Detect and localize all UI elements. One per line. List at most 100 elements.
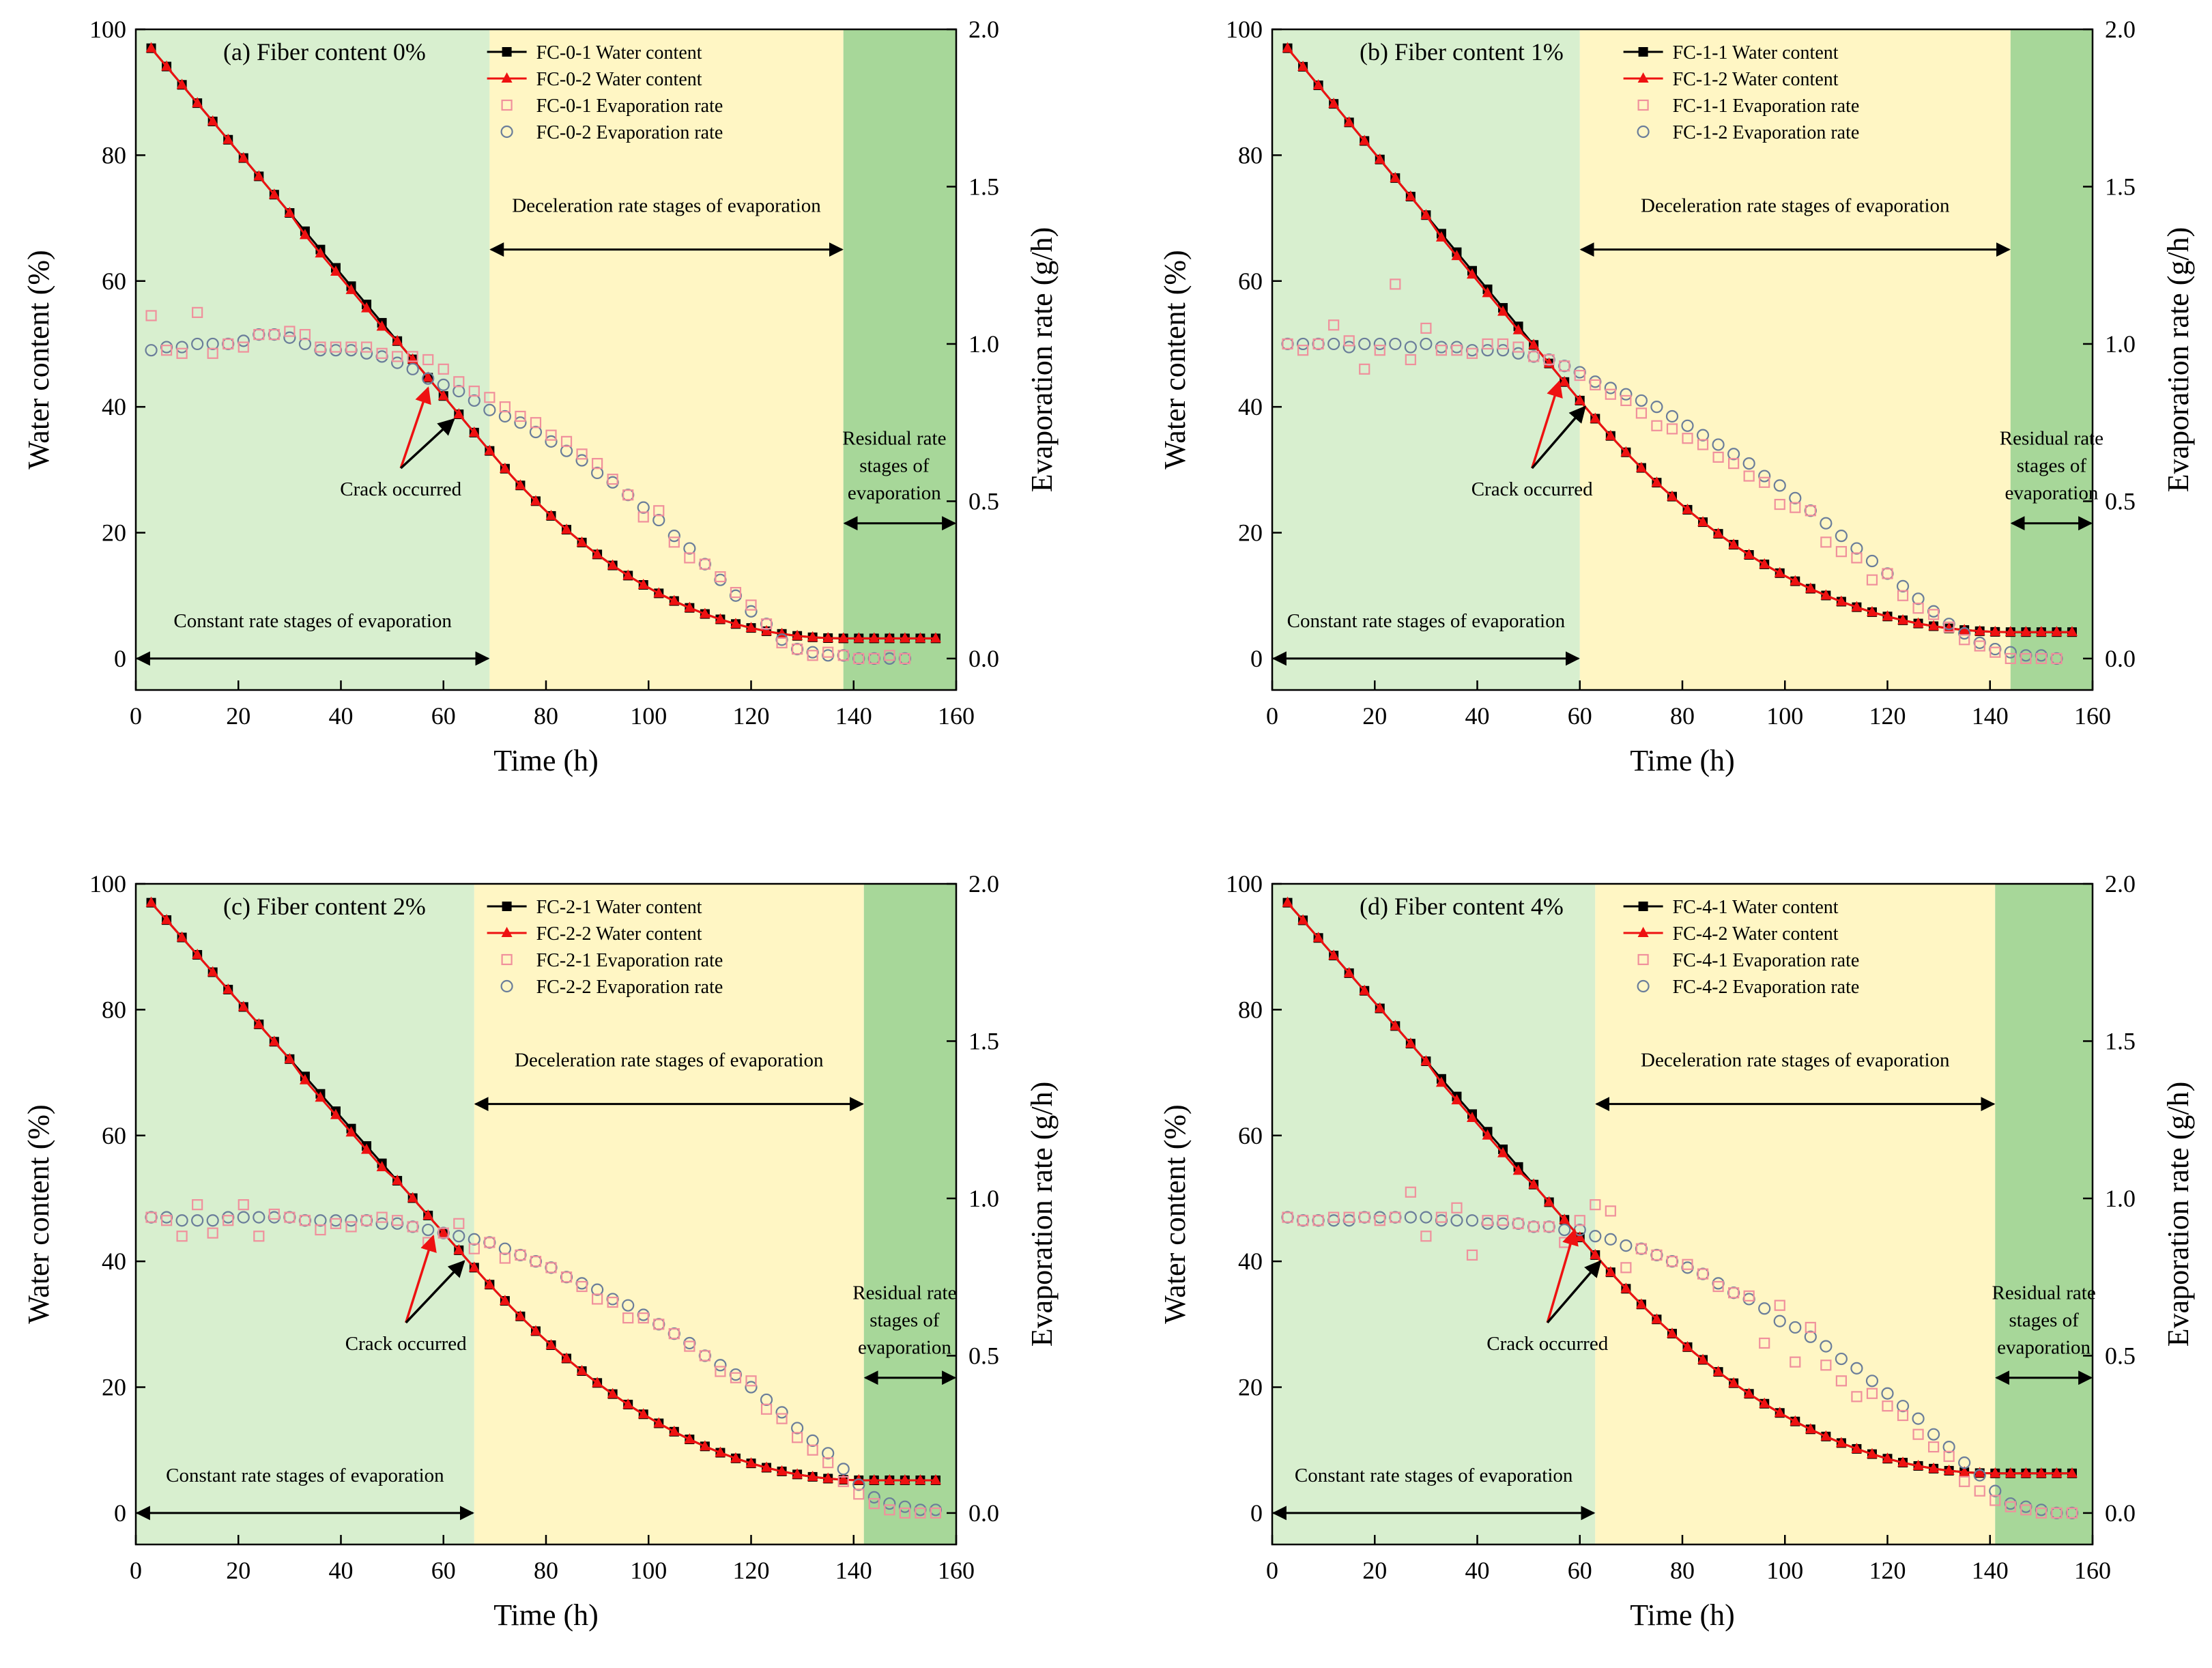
legend-marker-triangle xyxy=(501,927,513,937)
rate-1-point xyxy=(1312,1215,1324,1226)
water-2-point xyxy=(2035,626,2047,637)
y-tick-label: 60 xyxy=(102,268,126,295)
water-2-point xyxy=(868,1473,880,1484)
deceleration-stage-label: Deceleration rate stages of evaporation xyxy=(1641,1049,1950,1071)
rate-1-point xyxy=(299,329,311,341)
rate-1-point xyxy=(1405,354,1416,366)
water-2-point xyxy=(437,1226,449,1237)
water-2-point xyxy=(1620,446,1632,457)
water-2-point xyxy=(484,1278,495,1289)
water-2-point xyxy=(1805,582,1816,593)
water-2-point xyxy=(761,624,773,635)
deceleration-stage-label: Deceleration rate stages of evaporation xyxy=(1641,195,1950,216)
water-2-point xyxy=(837,1473,849,1484)
water-2-point xyxy=(1390,1020,1401,1031)
rate-2-point xyxy=(822,1447,835,1460)
rate-1-point xyxy=(1666,1256,1678,1267)
constant-stage-label: Constant rate stages of evaporation xyxy=(173,610,452,632)
crack-arrow-red xyxy=(1546,1228,1579,1323)
water-2-point xyxy=(730,618,741,629)
rate-2-point xyxy=(1789,1321,1802,1334)
water-2-point xyxy=(715,613,726,624)
panel-title: (a) Fiber content 0% xyxy=(223,38,426,66)
y-tick-label: 80 xyxy=(102,141,126,169)
water-2-point xyxy=(1912,617,1924,628)
rate-1-point xyxy=(530,417,542,429)
rate-2-point xyxy=(422,372,435,385)
legend-marker-open-square xyxy=(501,953,513,966)
rate-1-point xyxy=(1359,363,1370,375)
residual-stage-label-line: stages of xyxy=(859,455,930,476)
y2-axis-title: Evaporation rate (g/h) xyxy=(1025,1082,1059,1347)
y-tick-label: 60 xyxy=(1238,268,1263,295)
rate-1-point xyxy=(592,458,603,470)
rate-2-point xyxy=(1450,1214,1463,1227)
water-2-point xyxy=(484,444,495,455)
stage-band-residual xyxy=(1995,884,2093,1544)
water-2-point xyxy=(422,371,434,382)
water-2-point xyxy=(607,1387,618,1398)
rate-2-point xyxy=(1358,337,1371,351)
water-2-point xyxy=(453,408,465,419)
stage-band-residual xyxy=(2010,29,2093,690)
crack-arrow-red xyxy=(399,386,431,469)
water-2-point xyxy=(637,1408,649,1419)
rate-2-point xyxy=(529,425,543,439)
rate-1-point xyxy=(1543,1221,1555,1233)
water-2-point xyxy=(530,1325,541,1336)
y-tick-label: 100 xyxy=(89,16,126,43)
rate-1-point xyxy=(1312,338,1324,350)
rate-2-point xyxy=(760,1393,773,1407)
legend-marker-open-square xyxy=(501,99,513,111)
water-2-point xyxy=(1943,1464,1955,1475)
rate-1-point xyxy=(1897,1409,1909,1422)
x-tick-label: 0 xyxy=(1266,1557,1278,1584)
rate-2-point xyxy=(345,1214,358,1227)
water-2-point xyxy=(592,1377,603,1387)
crack-arrow-black xyxy=(405,1260,465,1324)
rate-1-point xyxy=(1697,439,1709,450)
rate-1-point xyxy=(1990,646,2001,658)
rate-2-point xyxy=(206,337,219,351)
rate-1-point xyxy=(1343,1211,1355,1223)
water-2-point xyxy=(192,949,203,960)
rate-1-point xyxy=(930,1507,942,1519)
rate-1-point xyxy=(1605,388,1616,400)
water-2-point xyxy=(2051,626,2063,637)
rate-1-point xyxy=(253,329,265,341)
water-2-point xyxy=(2051,1467,2063,1478)
x-tick-label: 20 xyxy=(226,1557,250,1584)
rate-1-point xyxy=(1635,1243,1647,1254)
water-2-point xyxy=(345,283,357,294)
water-2-point xyxy=(745,1457,757,1468)
rate-2-point xyxy=(575,454,588,467)
x-tick-label: 120 xyxy=(1869,702,1906,730)
x-tick-label: 40 xyxy=(1465,1557,1490,1584)
x-axis-title: Time (h) xyxy=(1630,744,1735,777)
rate-2-point xyxy=(453,384,465,398)
rate-1-point xyxy=(1943,1450,1955,1463)
rate-1-point xyxy=(1805,1321,1816,1334)
x-tick-label: 20 xyxy=(1362,1557,1387,1584)
water-2-point xyxy=(699,607,710,618)
rate-1-point xyxy=(592,1293,603,1305)
water-2-point xyxy=(515,479,526,490)
rate-1-point xyxy=(1712,451,1724,463)
rate-1-point xyxy=(1990,1495,2001,1506)
water-2-point xyxy=(376,320,388,331)
rate-2-point xyxy=(498,409,512,423)
rate-1-point xyxy=(1790,1356,1801,1368)
deceleration-stage-label: Deceleration rate stages of evaporation xyxy=(512,195,821,216)
rate-1-point xyxy=(1728,458,1740,470)
rate-1-point xyxy=(1866,574,1878,586)
rate-2-point xyxy=(1296,337,1310,351)
rate-1-point xyxy=(1297,345,1309,356)
water-2-point xyxy=(1712,1366,1724,1377)
rate-2-point xyxy=(468,1233,480,1246)
rate-1-point xyxy=(145,1211,157,1223)
residual-stage-label-line: evaporation xyxy=(1997,1336,2091,1358)
water-2-point xyxy=(330,265,341,276)
rate-2-point xyxy=(745,1381,758,1394)
rate-2-point xyxy=(453,1230,465,1243)
rate-2-point xyxy=(1896,579,1910,592)
